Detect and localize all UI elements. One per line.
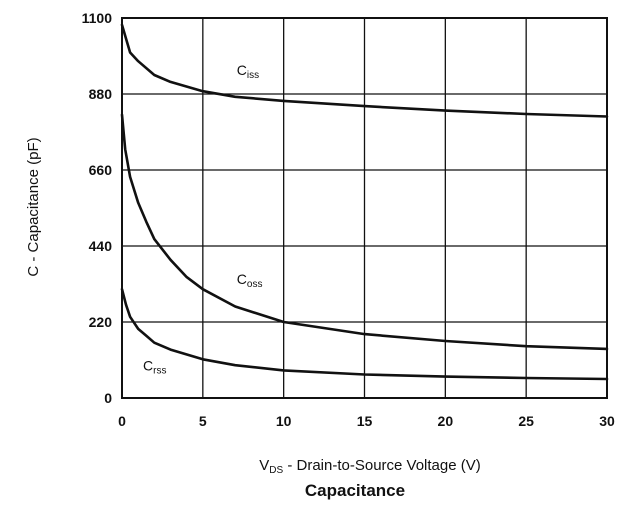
series-label-subscript: rss bbox=[153, 365, 166, 376]
y-tick-label: 880 bbox=[89, 86, 113, 102]
y-tick-labels: 0 220 440 660 880 1100 bbox=[82, 10, 113, 406]
y-tick-label: 660 bbox=[89, 162, 113, 178]
y-axis-label: C - Capacitance (pF) bbox=[25, 137, 42, 276]
x-tick-label: 15 bbox=[357, 413, 373, 429]
x-tick-label: 30 bbox=[599, 413, 615, 429]
series-line-coss bbox=[120, 113, 609, 351]
series-label-subscript: oss bbox=[247, 279, 263, 290]
series-label-subscript: iss bbox=[247, 70, 259, 81]
series-label-coss: Coss bbox=[237, 271, 263, 290]
x-axis-label-prefix: V bbox=[259, 457, 269, 474]
chart-gridlines bbox=[121, 17, 608, 399]
x-tick-label: 0 bbox=[118, 413, 126, 429]
y-tick-label: 220 bbox=[89, 314, 113, 330]
x-tick-label: 10 bbox=[276, 413, 292, 429]
x-tick-label: 25 bbox=[518, 413, 534, 429]
series-label-crss: Crss bbox=[143, 357, 166, 376]
x-tick-label: 5 bbox=[199, 413, 207, 429]
x-tick-label: 20 bbox=[438, 413, 454, 429]
chart-series-lines bbox=[120, 23, 609, 381]
plot-frame bbox=[121, 17, 608, 399]
y-tick-label: 440 bbox=[89, 238, 113, 254]
x-tick-labels: 0 5 10 15 20 25 30 bbox=[118, 413, 615, 429]
series-label-ciss: Ciss bbox=[237, 62, 259, 81]
series-line-ciss bbox=[120, 23, 609, 118]
x-axis-label-text: - Drain-to-Source Voltage (V) bbox=[283, 457, 481, 474]
chart-title: Capacitance bbox=[305, 481, 405, 500]
series-line-crss bbox=[120, 287, 609, 381]
x-axis-label: VDS - Drain-to-Source Voltage (V) bbox=[259, 457, 481, 476]
series-label-main: C bbox=[237, 62, 247, 78]
series-label-main: C bbox=[143, 357, 153, 373]
y-tick-label: 1100 bbox=[82, 10, 113, 26]
series-label-main: C bbox=[237, 271, 247, 287]
x-axis-label-subscript: DS bbox=[269, 465, 283, 476]
y-tick-label: 0 bbox=[104, 390, 112, 406]
